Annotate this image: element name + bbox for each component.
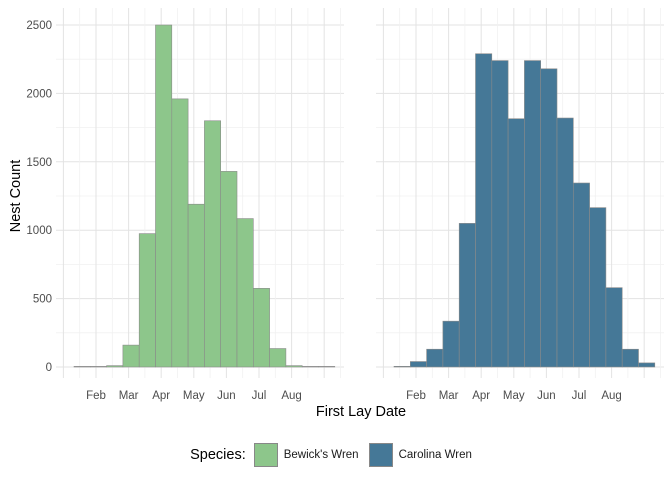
x-tick-label: Jun [217, 390, 236, 402]
tick-layer: 0 500 1000 1500 2000 2500 Feb Mar Apr May Jun Jul Au… [26, 20, 621, 402]
histogram-bar [204, 120, 221, 368]
legend-title: Species: [190, 447, 246, 463]
x-tick-label: Aug [601, 390, 621, 402]
histogram-bar [171, 98, 189, 368]
x-tick-label: Apr [152, 390, 170, 402]
histogram-bar [301, 366, 319, 368]
x-tick-label: Jun [537, 390, 556, 402]
x-tick-label: Mar [439, 390, 459, 402]
legend-key-bewicks-wren [253, 443, 278, 467]
legend-label-bewicks-wren: Bewick's Wren [283, 449, 359, 461]
bar-layer [73, 24, 656, 368]
x-tick-label: Jul [252, 390, 267, 402]
histogram-bar [605, 287, 623, 368]
legend-label-carolina-wren: Carolina Wren [398, 449, 472, 461]
histogram-bar [638, 362, 656, 368]
histogram-bar [285, 365, 303, 368]
legend-item-carolina-wren: Carolina Wren [368, 443, 472, 467]
histogram-bar [442, 320, 460, 368]
histogram-chart: 0 500 1000 1500 2000 2500 Feb Mar Apr May Jun Jul Au… [8, 8, 664, 420]
histogram-bar [524, 60, 542, 368]
legend: Species: Bewick's Wren Carolina Wren [0, 440, 672, 470]
histogram-bar [106, 365, 124, 368]
y-tick-label: 1500 [26, 157, 52, 169]
x-tick-label: Mar [119, 390, 139, 402]
histogram-bar [458, 223, 476, 368]
histogram-bar [621, 348, 639, 368]
histogram-bar [122, 344, 140, 368]
histogram-bar [507, 118, 525, 368]
histogram-bar [269, 348, 287, 368]
legend-key-carolina-wren [368, 443, 393, 467]
y-tick-label: 500 [33, 294, 52, 306]
histogram-bar [589, 207, 607, 368]
x-tick-label: Feb [406, 390, 426, 402]
y-axis-title: Nest Count [8, 160, 24, 233]
histogram-bar [556, 117, 574, 368]
legend-item-bewicks-wren: Bewick's Wren [253, 443, 359, 467]
x-tick-label: Aug [281, 390, 301, 402]
histogram-bar [540, 68, 558, 368]
histogram-bar [90, 366, 107, 368]
x-tick-label: May [183, 390, 205, 402]
y-tick-label: 2500 [26, 20, 52, 32]
x-tick-label: Jul [572, 390, 587, 402]
histogram-bar [253, 288, 270, 368]
x-axis-title: First Lay Date [316, 404, 406, 420]
x-tick-label: Feb [86, 390, 106, 402]
histogram-bar [393, 366, 411, 368]
histogram-bar [187, 203, 205, 368]
histogram-bar [409, 361, 427, 368]
histogram-bar [426, 348, 444, 368]
histogram-bar [491, 60, 509, 368]
histogram-bar [318, 366, 336, 368]
y-tick-label: 2000 [26, 88, 52, 100]
histogram-bar [155, 24, 173, 368]
histogram-bar [73, 366, 91, 368]
histogram-bar [236, 218, 254, 368]
histogram-bar [475, 53, 493, 368]
x-tick-label: May [503, 390, 525, 402]
y-tick-label: 1000 [26, 225, 52, 237]
y-tick-label: 0 [46, 362, 52, 374]
histogram-bar [572, 182, 590, 368]
histogram-bar [138, 233, 156, 368]
histogram-bar [220, 171, 238, 368]
x-tick-label: Apr [472, 390, 490, 402]
